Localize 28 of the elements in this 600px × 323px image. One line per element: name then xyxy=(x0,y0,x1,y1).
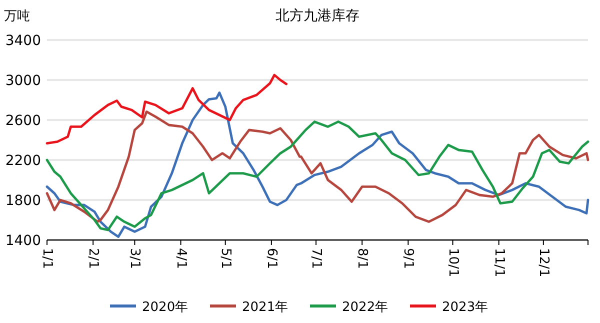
x-tick-label: 5/1 xyxy=(218,248,233,269)
x-tick-label: 11/1 xyxy=(491,248,506,278)
line-series xyxy=(46,92,590,238)
y-tick-label: 3000 xyxy=(5,73,41,89)
x-tick-label: 2/1 xyxy=(86,248,101,269)
x-tick-label: 8/1 xyxy=(354,248,370,269)
line-series xyxy=(46,120,590,232)
legend-label: 2020年 xyxy=(142,300,188,315)
x-tick-label: 3/1 xyxy=(127,248,142,269)
line-series xyxy=(46,110,590,223)
x-tick-label: 6/1 xyxy=(264,248,279,269)
x-tick-label: 7/1 xyxy=(308,248,324,269)
y-tick-label: 1800 xyxy=(5,193,41,209)
legend-label: 2022年 xyxy=(342,300,388,315)
x-tick-label: 9/1 xyxy=(400,248,416,269)
line-series xyxy=(46,74,288,144)
x-tick-label: 4/1 xyxy=(173,248,188,269)
x-tick-label: 1/1 xyxy=(40,248,54,269)
y-axis-title: 万吨 xyxy=(4,9,30,24)
x-tick-label: 12/1 xyxy=(536,248,551,278)
legend-label: 2023年 xyxy=(442,300,488,315)
legend-label: 2021年 xyxy=(242,300,288,315)
y-tick-label: 2200 xyxy=(5,153,41,169)
y-tick-label: 3400 xyxy=(5,33,41,49)
y-tick-label: 1400 xyxy=(5,233,41,249)
y-tick-label: 2600 xyxy=(5,113,41,129)
chart-title: 北方九港库存 xyxy=(276,8,360,24)
x-tick-label: 10/1 xyxy=(445,248,460,278)
